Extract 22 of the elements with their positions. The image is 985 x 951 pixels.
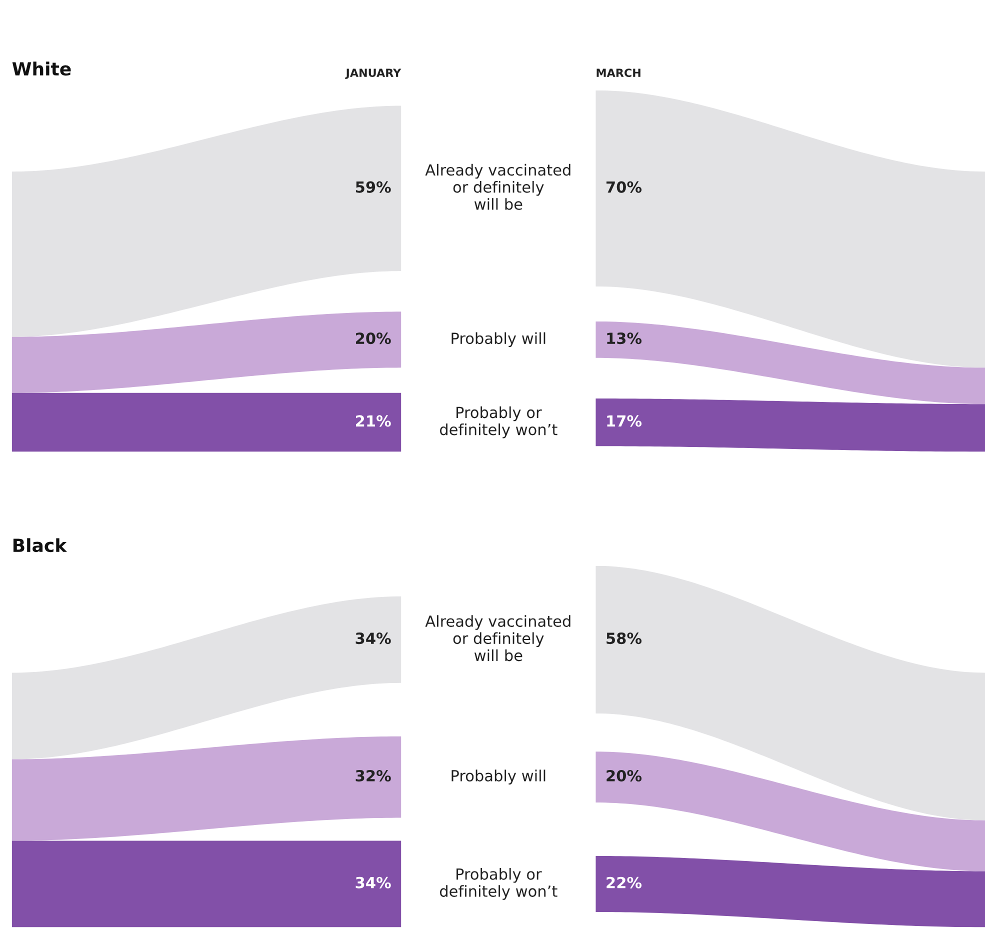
- data-label: 13%: [607, 332, 642, 344]
- data-label: 21%: [356, 415, 391, 427]
- category-label: Probably or definitely won’t: [440, 868, 558, 900]
- data-label: 17%: [607, 415, 642, 427]
- text: JANUARY: [345, 68, 402, 80]
- data-label: 20%: [606, 770, 642, 782]
- text: Black: [13, 538, 68, 552]
- data-label: 20%: [356, 332, 391, 344]
- text: White: [12, 62, 71, 76]
- category-label: Probably or definitely won’t: [440, 406, 558, 438]
- data-label: 34%: [356, 876, 391, 888]
- category-label: Probably will: [452, 332, 546, 348]
- category-label: Probably will: [452, 770, 546, 784]
- data-label: 59%: [356, 181, 391, 193]
- data-label: 34%: [356, 632, 391, 644]
- data-label: 70%: [606, 181, 642, 193]
- category-label: Already vaccinated or definitely will be: [425, 164, 570, 210]
- data-label: 32%: [356, 770, 391, 782]
- data-label: 22%: [606, 876, 642, 888]
- data-label: 58%: [606, 632, 642, 644]
- category-label: Already vaccinated or definitely will be: [425, 615, 570, 662]
- series-label: MARCH: [596, 68, 640, 77]
